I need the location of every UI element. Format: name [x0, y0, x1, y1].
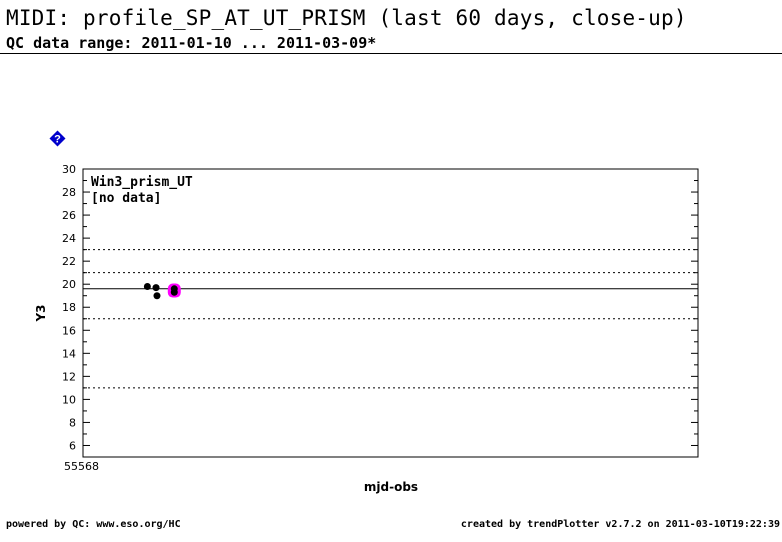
data-point	[152, 284, 160, 292]
qc-data-range: QC data range: 2011-01-10 ... 2011-03-09…	[6, 34, 377, 52]
footer-created-by: created by trendPlotter v2.7.2 on 2011-0…	[460, 519, 780, 530]
y-tick-label: 10	[62, 393, 76, 406]
x-tick-label: 55568	[64, 460, 99, 473]
y-tick-label: 14	[62, 347, 76, 360]
footer-powered-by: powered by QC: www.eso.org/HC	[6, 519, 181, 530]
y-tick-label: 26	[62, 209, 76, 222]
help-icon[interactable]: ?	[49, 130, 66, 147]
panel-label: Win3_prism_UT	[91, 175, 193, 190]
plot-frame	[82, 168, 699, 458]
panel-note: [no data]	[91, 191, 161, 206]
data-point	[143, 283, 151, 291]
header-divider	[0, 53, 782, 54]
data-points	[143, 283, 181, 300]
y-tick-label: 22	[62, 255, 76, 268]
y-tick-label: 24	[62, 232, 76, 245]
y-tick-label: 8	[69, 416, 76, 429]
y-tick-label: 30	[62, 163, 76, 176]
y-tick-label: 16	[62, 324, 76, 337]
y-tick-label: 28	[62, 186, 76, 199]
y-axis-title: Y3	[34, 304, 48, 322]
y-tick-label: 6	[69, 439, 76, 452]
reference-lines	[83, 249, 698, 389]
data-point	[170, 288, 178, 296]
y-tick-label: 18	[62, 301, 76, 314]
y-axis-ticks: 6 8 10 12 14 16 18 20 22 24 26 28 30	[62, 163, 698, 458]
data-point	[153, 292, 161, 300]
x-axis-title: mjd-obs	[364, 480, 418, 494]
y-tick-label: 20	[62, 278, 76, 291]
y-tick-label: 12	[62, 370, 76, 383]
page-title: MIDI: profile_SP_AT_UT_PRISM (last 60 da…	[6, 6, 687, 30]
help-icon-diamond	[49, 130, 66, 147]
help-icon-glyph: ?	[54, 134, 61, 146]
